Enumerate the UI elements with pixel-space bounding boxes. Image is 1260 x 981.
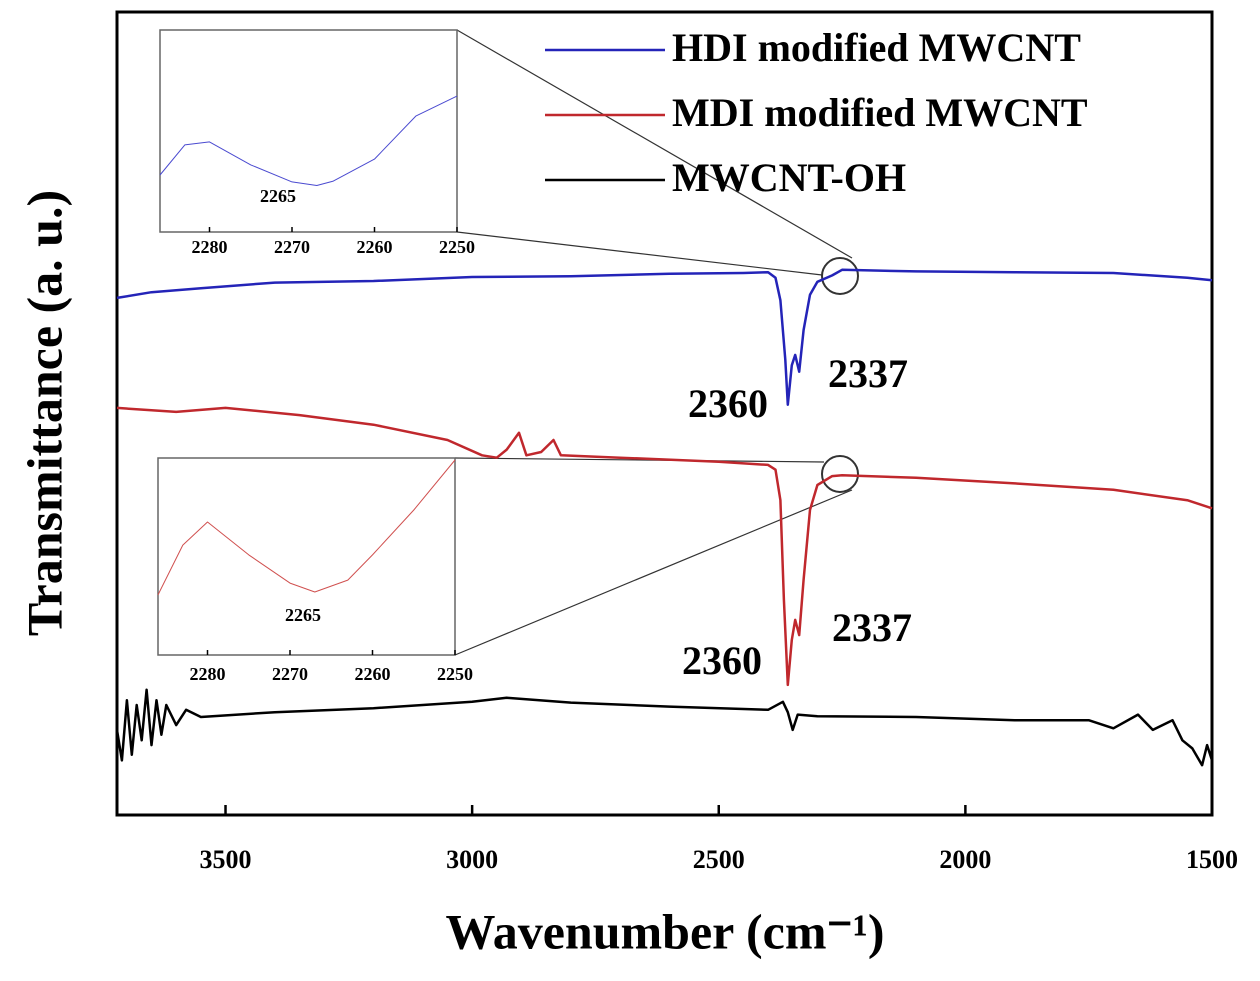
y-axis-label: Transmittance (a. u.): [16, 190, 72, 636]
x-tick-label: 2000: [939, 845, 991, 874]
x-tick-label: 1500: [1186, 845, 1238, 874]
inset-frame: [159, 29, 458, 233]
peak-annotation: 2265: [260, 186, 296, 206]
x-tick-label: 2260: [355, 664, 391, 684]
x-tick-label: 3500: [200, 845, 252, 874]
x-tick-label: 2250: [439, 237, 475, 257]
x-tick-label: 2270: [274, 237, 310, 257]
peak-annotation: 2265: [285, 605, 321, 625]
x-axis-label: Wavenumber (cm⁻¹): [445, 903, 884, 959]
spectrum-line: [159, 95, 458, 186]
x-tick-label: 2280: [190, 664, 226, 684]
zoom-connectors: [454, 29, 859, 656]
x-tick-label: 3000: [446, 845, 498, 874]
x-tick-label: 2280: [192, 237, 228, 257]
peak-annotation: 2337: [828, 351, 908, 396]
peak-annotation: 2337: [832, 605, 912, 650]
legend-label: MDI modified MWCNT: [672, 90, 1088, 135]
spectrum-line: [116, 406, 1213, 687]
x-tick-label: 2260: [357, 237, 393, 257]
inset-frame: [157, 457, 456, 656]
spectrum-line: [115, 688, 1214, 767]
x-tick-label: 2500: [693, 845, 745, 874]
peak-annotation: 2360: [682, 638, 762, 683]
x-tick-label: 2250: [437, 664, 473, 684]
legend-label: MWCNT-OH: [672, 155, 906, 200]
peak-annotation: 2360: [688, 381, 768, 426]
spectrum-line: [157, 459, 456, 596]
spectrum-line: [116, 268, 1213, 406]
plot-frame: [115, 10, 1214, 817]
x-tick-label: 2270: [272, 664, 308, 684]
legend-label: HDI modified MWCNT: [672, 25, 1081, 70]
